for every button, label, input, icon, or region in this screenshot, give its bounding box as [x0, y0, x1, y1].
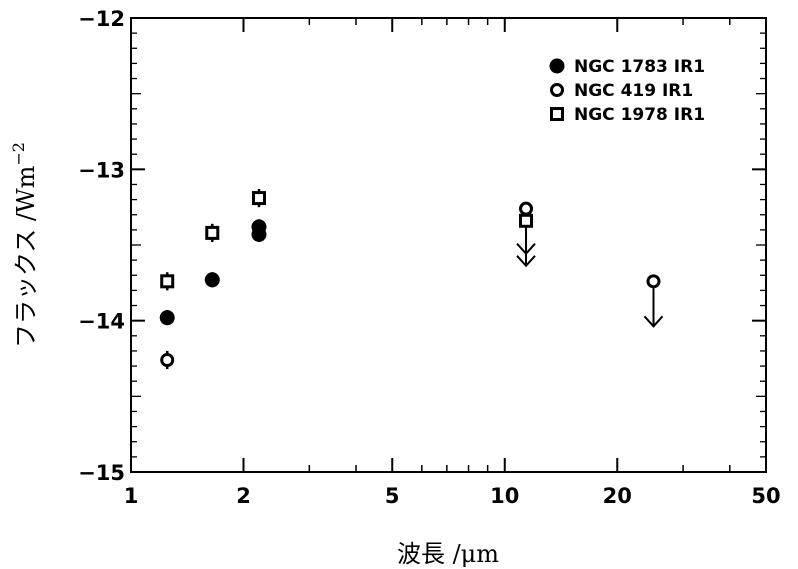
data-point-ngc-1783-ir1-0 — [159, 310, 175, 326]
x-tick-label-5: 50 — [751, 484, 780, 508]
y-tick-label-0: −12 — [78, 7, 125, 31]
x-tick-label-4: 20 — [603, 484, 632, 508]
x-tick-label-3: 10 — [490, 484, 519, 508]
y-tick-label-2: −14 — [78, 310, 125, 334]
data-point-ngc-1978-ir1-0 — [160, 274, 175, 289]
legend-marker-ngc-419-ir1 — [550, 83, 564, 97]
y-tick-label-1: −13 — [78, 158, 125, 182]
data-point-ngc-419-ir1-0 — [160, 353, 175, 368]
y-axis-label-exponent: −2 — [9, 142, 28, 166]
x-tick-label-1: 2 — [236, 484, 251, 508]
data-point-ngc-419-ir1-2 — [646, 274, 661, 289]
legend-label-ngc-419-ir1: NGC 419 IR1 — [574, 81, 693, 101]
data-point-ngc-1978-ir1-3 — [519, 213, 534, 228]
legend-marker-ngc-1783-ir1 — [549, 58, 565, 74]
legend: NGC 1783 IR1 NGC 419 IR1 NGC 1978 IR1 — [549, 57, 705, 125]
marks-layer — [159, 189, 664, 370]
x-tick-label-0: 1 — [124, 484, 139, 508]
y-axis-label-main: フラックス /Wm — [12, 165, 40, 348]
data-point-ngc-1978-ir1-1 — [205, 225, 220, 240]
data-point-ngc-1783-ir1-1 — [204, 272, 220, 288]
legend-label-ngc-1978-ir1: NGC 1978 IR1 — [574, 105, 705, 125]
legend-marker-ngc-1978-ir1 — [550, 107, 564, 121]
upper-limit-arrowhead-ngc-1978-ir1-3 — [516, 255, 536, 268]
y-tick-label-3: −15 — [78, 461, 125, 485]
x-tick-label-2: 5 — [385, 484, 400, 508]
data-point-ngc-419-ir1-1 — [519, 201, 534, 216]
x-axis-label: 波長 /μm — [397, 540, 499, 568]
ticks-layer: 1 2 5 10 20 50 −12 −13 −14 −15 — [78, 7, 780, 508]
upper-limit-arrowhead-ngc-419-ir1-2 — [643, 315, 664, 328]
data-point-ngc-1783-ir1-3 — [251, 226, 267, 242]
legend-label-ngc-1783-ir1: NGC 1783 IR1 — [574, 57, 705, 77]
data-point-ngc-1978-ir1-2 — [251, 191, 266, 206]
y-axis-label: フラックス /Wm−2 — [9, 142, 40, 348]
